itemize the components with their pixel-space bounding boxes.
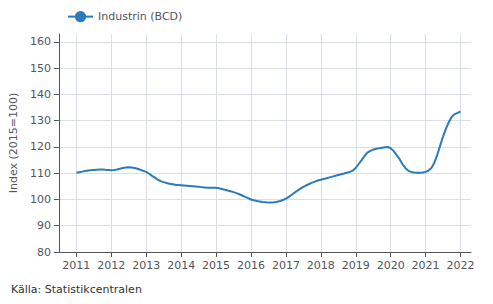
svg-text:140: 140 xyxy=(30,88,51,101)
svg-text:80: 80 xyxy=(37,246,51,259)
svg-text:Index (2015=100): Index (2015=100) xyxy=(7,93,20,194)
svg-text:2021: 2021 xyxy=(412,259,440,272)
svg-text:2014: 2014 xyxy=(167,259,195,272)
svg-text:150: 150 xyxy=(30,62,51,75)
svg-text:2012: 2012 xyxy=(97,259,125,272)
svg-text:2020: 2020 xyxy=(377,259,405,272)
svg-text:2013: 2013 xyxy=(132,259,160,272)
svg-text:100: 100 xyxy=(30,193,51,206)
svg-text:2011: 2011 xyxy=(62,259,90,272)
svg-text:90: 90 xyxy=(37,219,51,232)
svg-text:Källa: Statistikcentralen: Källa: Statistikcentralen xyxy=(11,283,142,296)
svg-text:2022: 2022 xyxy=(447,259,475,272)
svg-text:2019: 2019 xyxy=(342,259,370,272)
svg-text:160: 160 xyxy=(30,35,51,48)
svg-text:2015: 2015 xyxy=(202,259,230,272)
svg-text:2018: 2018 xyxy=(307,259,335,272)
svg-text:Industrin (BCD): Industrin (BCD) xyxy=(98,10,182,23)
svg-text:110: 110 xyxy=(30,167,51,180)
svg-text:2017: 2017 xyxy=(272,259,300,272)
svg-text:120: 120 xyxy=(30,140,51,153)
svg-text:130: 130 xyxy=(30,114,51,127)
svg-text:2016: 2016 xyxy=(237,259,265,272)
